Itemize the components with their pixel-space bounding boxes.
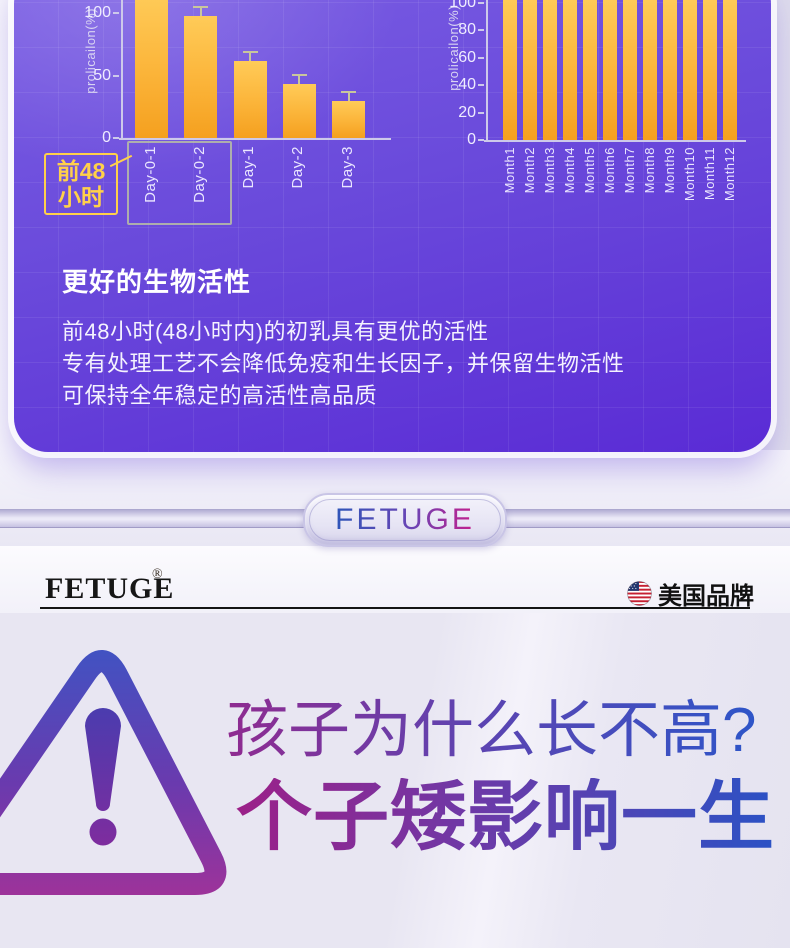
callout-text-line2: 小时	[58, 184, 104, 210]
first-48h-callout: 前48 小时	[44, 153, 118, 215]
card-copy-line: 可保持全年稳定的高活性高品质	[62, 383, 378, 408]
card-copy-line: 前48小时(48小时内)的初乳具有更优的活性	[62, 319, 489, 344]
us-flag-icon	[627, 581, 652, 606]
warning-headline-question: 孩子为什么长不高?	[226, 696, 757, 765]
background-brand-band	[0, 546, 790, 613]
brand-origin-group: 美国品牌	[627, 576, 754, 611]
card-heading: 更好的生物活性	[62, 267, 252, 297]
first-48h-group-box	[127, 141, 232, 225]
brand-pill-text: FETUGE	[335, 503, 475, 536]
callout-text-line1: 前48	[56, 158, 106, 184]
brand-logo-text: FETUGE	[45, 572, 175, 605]
brand-row-underline	[40, 607, 750, 609]
warning-headline-statement: 个子矮影响一生	[236, 775, 775, 860]
brand-origin-label: 美国品牌	[658, 584, 754, 610]
card-copy-line: 专有处理工艺不会降低免疫和生长因子，并保留生物活性	[62, 351, 625, 376]
brand-pill-badge: FETUGE	[303, 493, 507, 547]
warning-triangle-icon	[0, 650, 227, 895]
registered-trademark-mark: ®	[152, 567, 163, 582]
